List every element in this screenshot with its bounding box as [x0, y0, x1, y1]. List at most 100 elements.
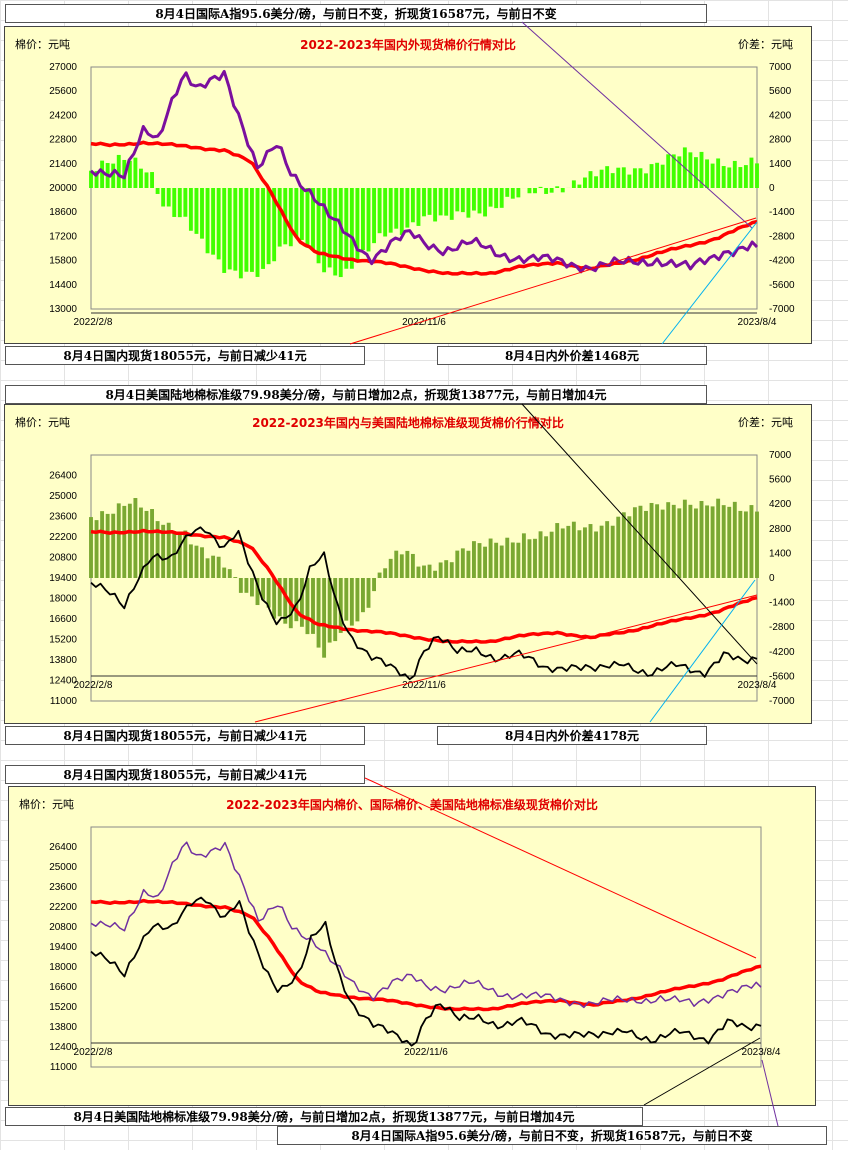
chart-3-plot: 11000 12400 13800 15200 16600 18000 19400 20800…	[49, 826, 781, 1073]
spread-bar	[322, 578, 327, 658]
spread-bar	[533, 188, 537, 194]
chart-panel-1[interactable]: 2022-2023年国内外现货棉价行情对比 棉价：元吨 价差：元吨 13000 1…	[4, 26, 812, 344]
spread-bar	[288, 188, 293, 247]
y2-tick-label: -4200	[769, 256, 795, 267]
spread-bar	[211, 555, 216, 578]
spread-bar	[549, 188, 554, 193]
spread-bar	[388, 188, 393, 233]
spread-bar	[416, 188, 421, 226]
spread-bar	[743, 511, 748, 578]
spread-bar	[610, 173, 615, 188]
x-tick-label: 2022/2/8	[74, 680, 113, 691]
spread-bar	[549, 531, 554, 578]
spread-bar	[316, 188, 321, 264]
spread-bar	[632, 168, 637, 188]
spread-bar	[372, 188, 376, 244]
spread-bar	[649, 164, 654, 188]
y2-tick-label: -7000	[769, 304, 795, 315]
spread-bar	[433, 188, 438, 222]
spread-bar	[732, 501, 737, 578]
spread-bar	[211, 188, 216, 255]
y2-tick-label: 2800	[769, 135, 792, 146]
spread-bar	[505, 537, 510, 578]
spread-bar	[682, 147, 687, 188]
y-tick-label: 23600	[49, 512, 77, 523]
series-line-domestic	[90, 898, 762, 1012]
spread-bar	[755, 511, 759, 578]
y-tick-label: 24200	[49, 110, 77, 121]
note-intl-index-1: 8月4日国际A指95.6美分/磅，与前日不变，折现货16587元，与前日不变	[5, 4, 707, 23]
spread-bar	[677, 508, 682, 578]
spread-bar	[338, 578, 343, 633]
y-tick-label: 22200	[49, 532, 77, 543]
spread-bar	[410, 553, 415, 578]
spread-bar	[694, 157, 698, 188]
spread-bar	[394, 188, 399, 229]
y-tick-label: 11000	[50, 696, 78, 707]
y-tick-label: 19400	[49, 942, 77, 953]
spread-bar	[538, 531, 543, 578]
spread-bar	[244, 188, 249, 272]
chart-panel-2[interactable]: 2022-2023年国内与美国陆地棉标准级现货棉价行情对比 棉价：元吨 价差：元…	[4, 404, 812, 724]
spread-bar	[472, 541, 476, 578]
y-tick-label: 18600	[49, 207, 77, 218]
spread-bar	[233, 188, 238, 271]
y-tick-label: 25600	[49, 86, 77, 97]
spread-bar	[200, 188, 204, 239]
spread-bar	[200, 547, 204, 578]
spread-bar	[305, 188, 310, 248]
spread-bar	[621, 512, 626, 578]
spread-bar	[694, 508, 698, 578]
spread-bar	[238, 188, 243, 279]
y-tick-label: 15800	[49, 256, 77, 267]
spread-bar	[372, 578, 376, 592]
spread-bar	[644, 510, 648, 578]
spread-bar	[305, 578, 310, 635]
spread-bar	[455, 188, 460, 212]
spread-bar	[644, 173, 648, 188]
y-tick-label: 27000	[49, 62, 77, 73]
spread-bar	[483, 546, 487, 578]
y2-tick-label: 7000	[769, 62, 792, 73]
spread-bar	[316, 578, 321, 648]
spread-bar	[449, 562, 454, 578]
spread-bar	[516, 542, 521, 578]
spread-bar	[616, 167, 621, 188]
spread-bar	[755, 163, 759, 188]
y2-tick-label: 4200	[769, 499, 792, 510]
spread-bar	[699, 500, 704, 578]
spread-bar	[716, 158, 721, 188]
spread-bar	[266, 188, 271, 265]
spread-bar	[338, 188, 343, 278]
spread-bar	[327, 188, 332, 268]
y2-tick-label: -4200	[769, 647, 795, 658]
y-tick-label: 12400	[49, 676, 77, 687]
spread-bar	[599, 525, 604, 578]
y-tick-label: 13800	[49, 1022, 77, 1033]
spread-bar	[139, 168, 143, 188]
spread-bar	[261, 578, 265, 600]
spread-bar	[144, 172, 149, 188]
y-tick-label: 17200	[49, 231, 77, 242]
spread-bar	[516, 188, 521, 198]
spread-bar	[588, 171, 593, 188]
spread-bar	[216, 188, 221, 260]
spread-bar	[416, 566, 421, 578]
spread-bar	[682, 499, 687, 578]
y-tick-label: 20000	[49, 183, 77, 194]
chart-panel-3[interactable]: 2022-2023年国内棉价、国际棉价、美国陆地棉标准级现货棉价对比 棉价：元吨…	[8, 786, 816, 1106]
spread-bar	[299, 578, 304, 627]
x-tick-label: 2022/2/8	[74, 317, 113, 328]
spread-bar	[449, 188, 454, 220]
spread-bar	[544, 536, 549, 578]
y-tick-label: 16600	[49, 982, 77, 993]
y-tick-label: 18000	[49, 962, 77, 973]
spread-bar	[355, 578, 360, 622]
spread-bar	[427, 188, 432, 215]
spread-bar	[100, 160, 105, 188]
y-tick-label: 18000	[49, 594, 77, 605]
spread-bar	[333, 578, 338, 642]
spread-bar	[133, 498, 138, 578]
y-tick-label: 13800	[49, 655, 77, 666]
spread-bar	[605, 166, 610, 188]
